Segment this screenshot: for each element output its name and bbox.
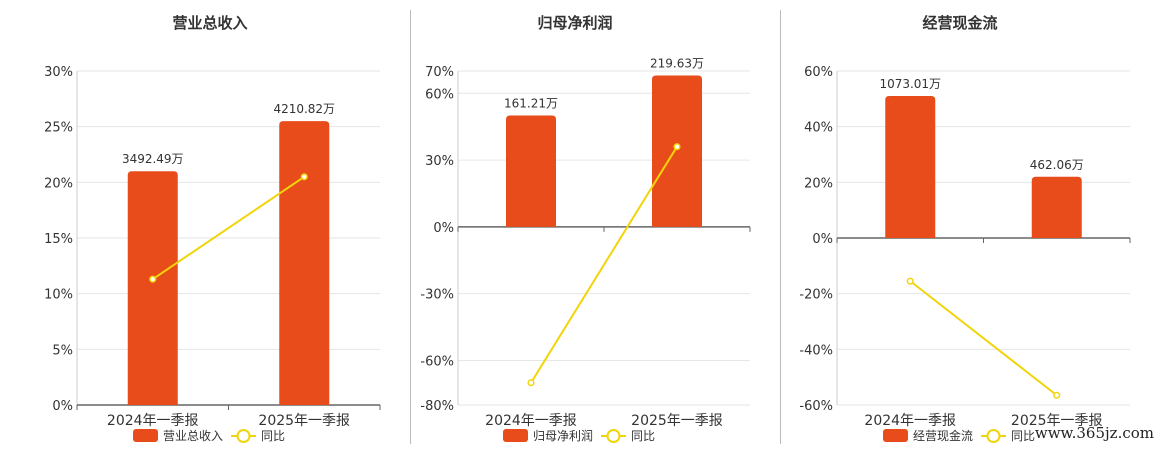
y-tick-label: 20% — [44, 176, 73, 191]
bar-data-label: 161.21万 — [504, 97, 558, 111]
legend-swatch-marker — [236, 429, 251, 443]
x-tick-label: 2024年一季报 — [485, 413, 577, 429]
yoy-line — [530, 146, 678, 384]
y-tick-label: -80% — [420, 399, 454, 414]
yoy-point — [906, 277, 914, 285]
y-tick-label: 25% — [44, 121, 73, 136]
legend-swatch-marker — [986, 429, 1001, 443]
y-tick-label: 0% — [433, 221, 454, 236]
x-tick-label: 2024年一季报 — [107, 413, 199, 429]
legend-label: 归母净利润 — [533, 429, 593, 443]
bar-data-label: 219.63万 — [650, 56, 704, 70]
x-tick-label: 2025年一季报 — [1011, 413, 1103, 429]
yoy-line — [909, 280, 1058, 397]
bar-data-label: 1073.01万 — [879, 77, 941, 91]
x-tick-label: 2025年一季报 — [631, 413, 723, 429]
y-tick-label: 30% — [44, 65, 73, 80]
y-tick-label: 0% — [52, 399, 73, 414]
legend-swatch-marker — [606, 429, 621, 443]
chart-title: 经营现金流 — [922, 14, 997, 32]
y-tick-label: 40% — [804, 121, 833, 136]
y-tick-label: 15% — [44, 232, 73, 247]
bar — [127, 171, 178, 405]
yoy-line — [152, 175, 305, 281]
legend-label: 同比 — [1011, 429, 1035, 443]
legend-label: 营业总收入 — [163, 429, 223, 443]
yoy-point — [527, 379, 535, 387]
y-tick-label: 5% — [52, 343, 73, 358]
legend-swatch-bar — [503, 429, 528, 442]
y-tick-label: 30% — [425, 154, 454, 169]
y-tick-label: -60% — [420, 354, 454, 369]
bar — [885, 96, 936, 238]
legend-swatch-bar — [883, 429, 908, 442]
bar-data-label: 3492.49万 — [122, 152, 184, 166]
bar — [506, 115, 556, 227]
legend-label: 经营现金流 — [913, 428, 973, 443]
y-tick-label: 60% — [425, 87, 454, 102]
y-tick-label: 10% — [44, 288, 73, 303]
yoy-point — [673, 143, 681, 151]
y-tick-label: 70% — [425, 65, 454, 80]
x-tick-label: 2024年一季报 — [864, 413, 956, 429]
yoy-point — [149, 275, 157, 283]
y-tick-label: -60% — [799, 399, 833, 414]
legend-swatch-bar — [133, 429, 158, 442]
bar — [652, 75, 702, 227]
bar — [279, 121, 330, 405]
legend-label: 同比 — [631, 429, 655, 443]
chart-title: 归母净利润 — [537, 14, 612, 32]
watermark: www.365jz.com — [1034, 424, 1154, 442]
y-tick-label: 0% — [812, 232, 833, 247]
bar-data-label: 462.06万 — [1030, 158, 1084, 172]
legend-label: 同比 — [261, 429, 285, 443]
y-tick-label: -30% — [420, 288, 454, 303]
bar — [1031, 176, 1082, 238]
bar-data-label: 4210.82万 — [273, 102, 335, 116]
y-tick-label: 20% — [804, 176, 833, 191]
y-tick-label: 60% — [804, 65, 833, 80]
chart-title: 营业总收入 — [172, 14, 247, 32]
yoy-point — [1053, 391, 1061, 399]
yoy-point — [300, 173, 308, 181]
y-tick-label: -20% — [799, 288, 833, 303]
x-tick-label: 2025年一季报 — [258, 413, 350, 429]
y-tick-label: -40% — [799, 343, 833, 358]
